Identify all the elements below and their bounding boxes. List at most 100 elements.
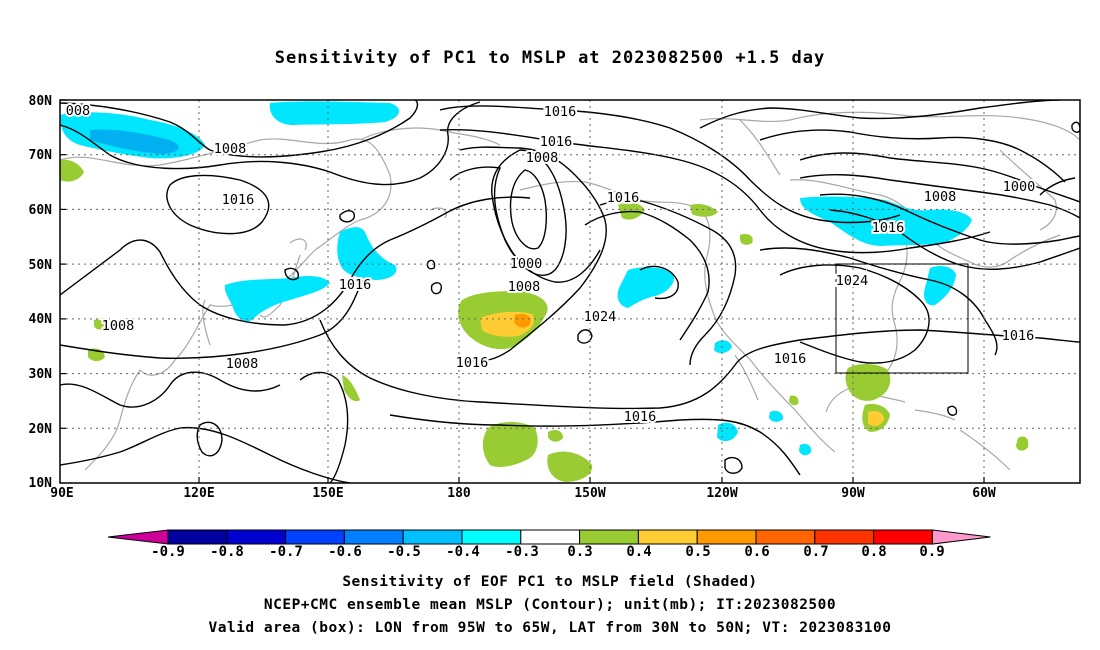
page-title: Sensitivity of PC1 to MSLP at 2023082500…: [274, 48, 826, 68]
shade-neg-arctic-west-core: [90, 129, 179, 154]
lat-label: 70N: [29, 148, 53, 163]
colorbar-swatch: [696, 529, 757, 545]
contour-label: 1000: [1003, 179, 1036, 195]
lat-label: 50N: [29, 258, 53, 273]
contour-label: 1016: [456, 355, 489, 371]
tick-marks: [60, 99, 985, 483]
caption-shaded: Sensitivity of EOF PC1 to MSLP field (Sh…: [342, 574, 758, 590]
shade-neg-gulf-alaska: [617, 267, 675, 308]
contour-label: 1008: [214, 141, 247, 157]
colorbar-label: -0.9: [151, 544, 185, 560]
lat-label: 60N: [29, 203, 53, 218]
colorbar-swatch: [873, 529, 933, 545]
contour-label: 1008: [526, 150, 559, 166]
contour-label: 1016: [774, 351, 807, 367]
caption-valid-area: Valid area (box): LON from 95W to 65W, L…: [208, 620, 892, 636]
lat-label: 20N: [29, 422, 53, 437]
colorbar-swatch: [814, 529, 875, 545]
caption-contour: NCEP+CMC ensemble mean MSLP (Contour); u…: [263, 597, 837, 613]
shade-neg-small-1: [714, 340, 732, 354]
shade-pos-central-pac: [482, 422, 538, 468]
colorbar-swatch: [579, 529, 639, 545]
contour-label: 1008: [102, 318, 135, 334]
sensitivity-map: 008 1008 1016 1016 1016 1008 1008 1008 1…: [29, 94, 1081, 500]
contour-label: 1016: [540, 134, 573, 150]
colorbar-label: -0.6: [328, 544, 362, 560]
shade-neg-small-3: [769, 410, 784, 422]
contour-label: 1024: [584, 309, 617, 325]
map-frame: [59, 99, 1081, 484]
shade-neg-arctic-mid: [269, 101, 400, 126]
shade-neg-small-4: [799, 443, 812, 456]
lon-label: 120E: [183, 486, 214, 500]
colorbar-swatch: [637, 529, 698, 545]
lon-labels: 90E 120E 150E 180 150W 120W 90W 60W: [50, 486, 996, 500]
shade-neg-eurasia-east: [224, 275, 330, 322]
coastlines: [60, 111, 1080, 471]
colorbar-label: -0.7: [269, 544, 303, 560]
colorbar-swatch: [107, 529, 169, 545]
colorbar-swatch: [167, 529, 228, 545]
colorbar-swatch: [520, 529, 581, 545]
shade-pos-dateline-orange: [514, 314, 531, 328]
colorbar-label: 0.5: [685, 544, 710, 560]
colorbar: -0.9 -0.8 -0.7 -0.6 -0.5 -0.4 -0.3 0.3 0…: [107, 529, 991, 560]
contour-label: 1024: [836, 273, 869, 289]
colorbar-label: 0.6: [744, 544, 769, 560]
lon-label: 90W: [841, 486, 865, 500]
lon-label: 120W: [706, 486, 737, 500]
colorbar-swatch: [226, 529, 287, 545]
colorbar-label: 0.3: [567, 544, 592, 560]
colorbar-label: -0.3: [505, 544, 539, 560]
shade-pos-central-pac-2: [547, 451, 593, 482]
colorbar-swatch: [931, 529, 991, 545]
shade-neg-pacific-nw: [337, 227, 397, 280]
lon-label: 150E: [312, 486, 343, 500]
shade-neg-canada: [800, 196, 972, 246]
lat-label: 30N: [29, 367, 53, 382]
contour-label: 1016: [222, 192, 255, 208]
contour-label: 1016: [607, 190, 640, 206]
colorbar-swatch: [461, 529, 522, 545]
shade-pos-alaska-2: [690, 203, 718, 217]
contour-label: 1008: [924, 189, 957, 205]
colorbar-swatch: [755, 529, 816, 545]
colorbar-label: -0.4: [446, 544, 480, 560]
colorbar-swatch: [343, 529, 404, 545]
lon-label: 180: [447, 486, 471, 500]
colorbar-label: 0.8: [861, 544, 886, 560]
contour-label-group: 008 1008 1016 1016 1016 1008 1008 1008 1…: [64, 101, 1037, 427]
shade-pos-caribbean-yellow: [868, 410, 884, 427]
colorbar-swatch: [285, 529, 345, 545]
shade-pos-small-3: [342, 375, 360, 402]
colorbar-label: -0.5: [387, 544, 421, 560]
lon-label: 150W: [574, 486, 605, 500]
lat-labels: 80N 70N 60N 50N 40N 30N 20N 10N: [29, 94, 53, 491]
contour-label: 1016: [544, 104, 577, 120]
colorbar-label: 0.7: [803, 544, 828, 560]
valid-area-box: [835, 263, 969, 374]
colorbar-swatch: [402, 529, 463, 545]
lat-label: 40N: [29, 312, 53, 327]
contour-label: 1008: [508, 279, 541, 295]
shade-pos-small-4: [1016, 436, 1029, 451]
shade-pos-bc: [740, 233, 753, 245]
lon-label: 90E: [50, 486, 73, 500]
contour-label: 1000: [510, 256, 543, 272]
contour-label: 1016: [872, 220, 905, 236]
contour-label: 1008: [226, 356, 259, 372]
shade-pos-small-6: [94, 319, 105, 330]
lat-lon-grid: [60, 100, 1080, 483]
contour-label: 1016: [1002, 328, 1035, 344]
colorbar-label: 0.9: [919, 544, 944, 560]
shade-pos-small-1: [60, 159, 84, 182]
contour-label: 008: [66, 103, 90, 119]
colorbar-label: -0.8: [210, 544, 244, 560]
shaded-regions: [60, 101, 1029, 482]
contour-label: 1016: [339, 277, 372, 293]
contour-label: 1016: [624, 409, 657, 425]
shade-pos-small-5: [789, 395, 799, 406]
shade-pos-central-pac-3: [548, 430, 563, 442]
lon-label: 60W: [972, 486, 996, 500]
lat-label: 10N: [29, 476, 53, 491]
